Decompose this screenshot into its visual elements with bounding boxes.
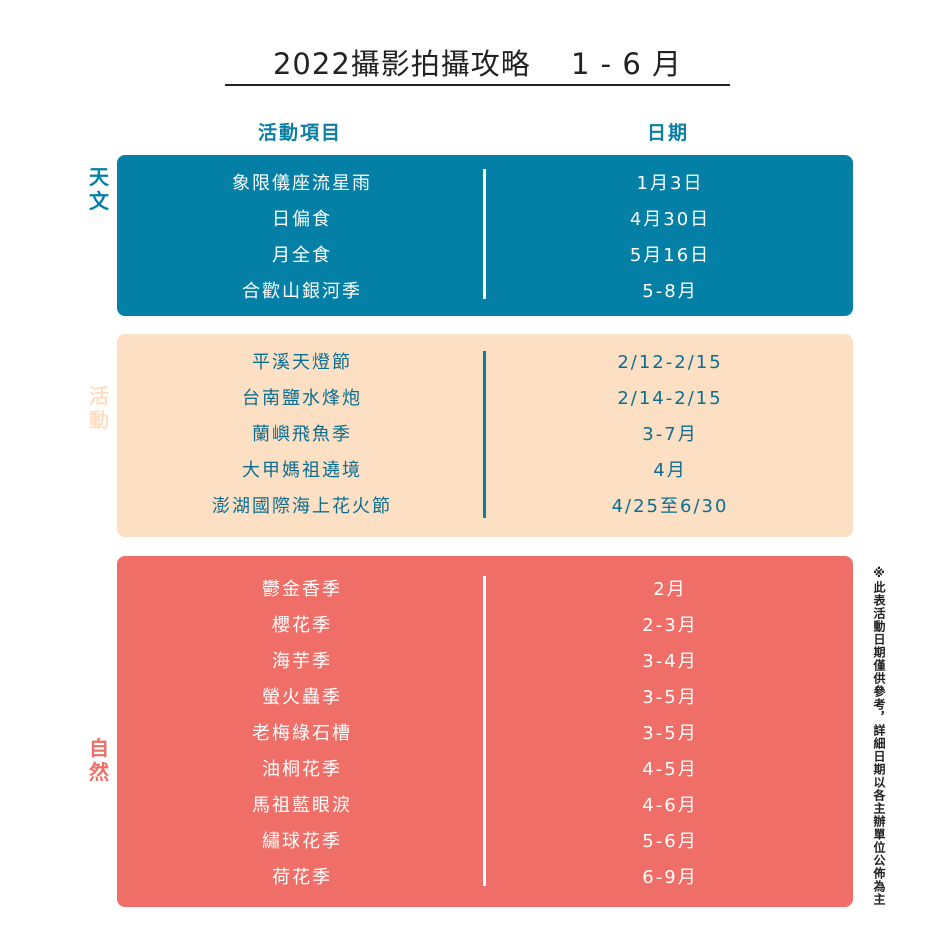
column-header-activity: 活動項目	[257, 122, 342, 144]
activity-date: 3-5月	[642, 723, 698, 744]
activity-date: 1月3日	[636, 173, 704, 194]
activity-name: 日偏食	[272, 209, 332, 230]
category-label-events: 活動	[89, 384, 109, 432]
activity-name: 老梅綠石槽	[252, 723, 352, 744]
table-row: 平溪天燈節 2/12-2/15	[117, 345, 853, 381]
activity-date: 5月16日	[629, 245, 711, 266]
table-row: 繡球花季 5-6月	[117, 824, 853, 860]
activity-name: 合歡山銀河季	[242, 281, 362, 302]
activity-date: 3-4月	[642, 651, 698, 672]
column-divider	[483, 576, 486, 886]
table-row: 月全食 5月16日	[117, 238, 853, 274]
activity-name: 繡球花季	[262, 831, 342, 852]
table-row: 馬祖藍眼淚 4-6月	[117, 788, 853, 824]
table-row: 螢火蟲季 3-5月	[117, 680, 853, 716]
activity-name: 荷花季	[272, 867, 332, 888]
table-row: 象限儀座流星雨 1月3日	[117, 166, 853, 202]
activity-date: 2月	[653, 579, 687, 600]
category-label-astronomy: 天文	[89, 165, 109, 213]
activity-name: 油桐花季	[262, 759, 342, 780]
table-row: 鬱金香季 2月	[117, 572, 853, 608]
activity-name: 櫻花季	[272, 615, 332, 636]
table-row: 櫻花季 2-3月	[117, 608, 853, 644]
category-label-nature: 自然	[89, 736, 109, 784]
section-astronomy: 象限儀座流星雨 1月3日 日偏食 4月30日 月全食 5月16日 合歡山銀河季 …	[117, 155, 853, 316]
activity-name: 大甲媽祖遶境	[242, 460, 362, 481]
table-row: 大甲媽祖遶境 4月	[117, 453, 853, 489]
activity-name: 月全食	[272, 245, 332, 266]
table-row: 蘭嶼飛魚季 3-7月	[117, 417, 853, 453]
activity-date: 4-6月	[642, 795, 698, 816]
activity-date: 3-5月	[642, 687, 698, 708]
table-row: 合歡山銀河季 5-8月	[117, 274, 853, 310]
column-divider	[483, 169, 486, 299]
activity-name: 鬱金香季	[262, 579, 342, 600]
activity-date: 4月	[653, 460, 687, 481]
activity-name: 象限儀座流星雨	[232, 173, 372, 194]
activity-date: 6-9月	[642, 867, 698, 888]
table-row: 老梅綠石槽 3-5月	[117, 716, 853, 752]
activity-name: 台南鹽水烽炮	[242, 388, 362, 409]
activity-name: 海芋季	[272, 651, 332, 672]
table-row: 澎湖國際海上花火節 4/25至6/30	[117, 489, 853, 525]
table-row: 海芋季 3-4月	[117, 644, 853, 680]
table-row: 荷花季 6-9月	[117, 860, 853, 896]
activity-name: 澎湖國際海上花火節	[212, 496, 392, 517]
section-nature: 鬱金香季 2月 櫻花季 2-3月 海芋季 3-4月 螢火蟲季 3-5月 老梅綠石…	[117, 556, 853, 907]
column-divider	[483, 351, 486, 518]
activity-date: 2/14-2/15	[617, 388, 723, 409]
table-row: 日偏食 4月30日	[117, 202, 853, 238]
disclaimer-note: ※此表活動日期僅供參考，詳細日期以各主辦單位公佈為主	[872, 566, 886, 906]
activity-date: 2/12-2/15	[617, 352, 723, 373]
activity-date: 5-6月	[642, 831, 698, 852]
activity-name: 螢火蟲季	[262, 687, 342, 708]
column-header-date: 日期	[646, 122, 689, 144]
activity-date: 5-8月	[642, 281, 698, 302]
table-row: 油桐花季 4-5月	[117, 752, 853, 788]
page-title: 2022攝影拍攝攻略 1 - 6 月	[225, 44, 730, 86]
activity-date: 2-3月	[642, 615, 698, 636]
activity-name: 馬祖藍眼淚	[252, 795, 352, 816]
activity-date: 3-7月	[642, 424, 698, 445]
table-row: 台南鹽水烽炮 2/14-2/15	[117, 381, 853, 417]
section-events: 平溪天燈節 2/12-2/15 台南鹽水烽炮 2/14-2/15 蘭嶼飛魚季 3…	[117, 334, 853, 537]
activity-date: 4/25至6/30	[611, 496, 729, 517]
activity-date: 4-5月	[642, 759, 698, 780]
activity-date: 4月30日	[629, 209, 711, 230]
activity-name: 蘭嶼飛魚季	[252, 424, 352, 445]
activity-name: 平溪天燈節	[252, 352, 352, 373]
